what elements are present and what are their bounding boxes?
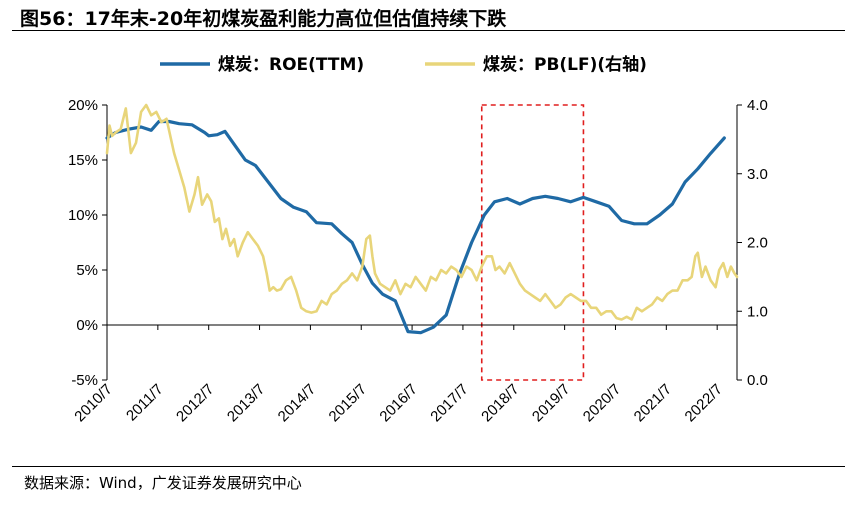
left-axis-tick-label: 10% <box>68 207 98 224</box>
highlight-box <box>480 104 585 381</box>
left-axis-tick-label: -5% <box>71 372 98 389</box>
x-axis-tick-label: 2021/7 <box>631 381 675 425</box>
source-divider <box>12 466 845 467</box>
left-axis-tick-label: 15% <box>68 152 98 169</box>
right-axis-tick-label: 4.0 <box>747 97 768 114</box>
legend-label-pb: 煤炭：PB(LF)(右轴) <box>483 54 647 75</box>
right-axis-tick-label: 1.0 <box>747 303 768 320</box>
x-axis-tick-label: 2016/7 <box>376 381 420 425</box>
x-axis-tick-label: 2020/7 <box>580 381 624 425</box>
x-axis-tick-label: 2013/7 <box>224 381 268 425</box>
data-source-note: 数据来源：Wind，广发证券发展研究中心 <box>24 474 302 492</box>
x-axis-tick-label: 2012/7 <box>173 381 217 425</box>
right-axis-tick-label: 3.0 <box>747 166 768 183</box>
title-divider <box>12 30 845 31</box>
left-axis-tick-label: 0% <box>76 317 98 334</box>
series-line-pb <box>105 103 739 321</box>
x-axis-tick-label: 2014/7 <box>275 381 319 425</box>
right-axis-tick-label: 0.0 <box>747 372 768 389</box>
left-axis-tick-label: 20% <box>68 97 98 114</box>
x-axis-tick-label: 2011/7 <box>123 381 167 425</box>
x-axis-tick-label: 2015/7 <box>326 381 370 425</box>
x-axis-tick-label: 2019/7 <box>529 381 573 425</box>
x-axis-tick-label: 2022/7 <box>682 381 726 425</box>
x-axis-tick-label: 2017/7 <box>427 381 471 425</box>
legend-label-roe: 煤炭：ROE(TTM) <box>218 54 364 75</box>
x-axis-tick-label: 2018/7 <box>478 381 522 425</box>
chart-title: 图56：17年末-20年初煤炭盈利能力高位但估值持续下跌 <box>20 8 507 30</box>
right-axis-tick-label: 2.0 <box>747 235 768 252</box>
series-line-roe <box>105 119 726 335</box>
left-axis-tick-label: 5% <box>76 262 98 279</box>
